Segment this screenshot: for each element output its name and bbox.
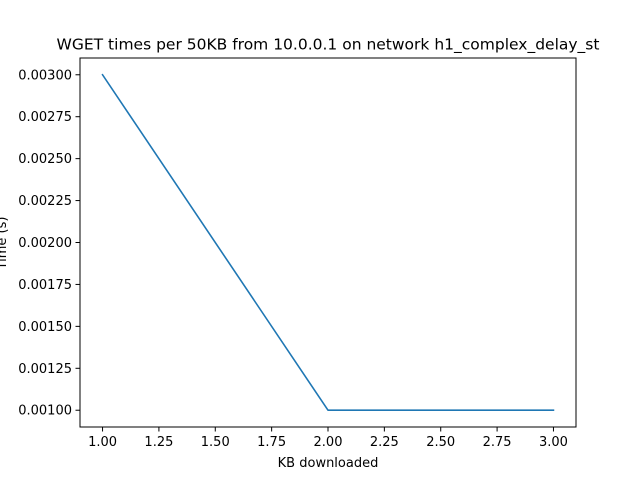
x-tick-label: 2.75 — [483, 435, 512, 450]
plot-area-frame — [79, 57, 577, 428]
y-axis-ticks: 0.00100 0.00125 0.00150 0.00175 0.00200 0.002… — [18, 68, 80, 419]
y-tick-label: 0.00125 — [18, 362, 72, 377]
y-axis-label: Time (s) — [0, 217, 10, 271]
x-tick-label: 1.75 — [257, 435, 286, 450]
y-tick-label: 0.00200 — [18, 236, 72, 251]
x-tick-label: 1.25 — [144, 435, 173, 450]
x-tick-label: 2.00 — [314, 435, 343, 450]
y-tick-label: 0.00150 — [18, 320, 72, 335]
y-tick-label: 0.00300 — [18, 68, 72, 83]
series-line-0 — [101, 73, 555, 412]
x-tick-label: 1.00 — [88, 435, 117, 450]
x-tick-label: 2.25 — [370, 435, 399, 450]
y-tick-label: 0.00225 — [18, 194, 72, 209]
chart-title: WGET times per 50KB from 10.0.0.1 on net… — [57, 36, 600, 55]
x-tick-label: 2.50 — [426, 435, 455, 450]
x-axis-ticks: 1.00 1.25 1.50 1.75 2.00 2.25 2.50 2.75 3.00 — [88, 427, 568, 450]
x-axis-label: KB downloaded — [278, 456, 379, 471]
y-tick-label: 0.00100 — [18, 404, 72, 419]
plot-marks — [101, 73, 555, 412]
y-tick-label: 0.00175 — [18, 278, 72, 293]
y-tick-label: 0.00275 — [18, 110, 72, 125]
x-tick-label: 1.50 — [201, 435, 230, 450]
y-tick-label: 0.00250 — [18, 152, 72, 167]
x-tick-label: 3.00 — [539, 435, 568, 450]
